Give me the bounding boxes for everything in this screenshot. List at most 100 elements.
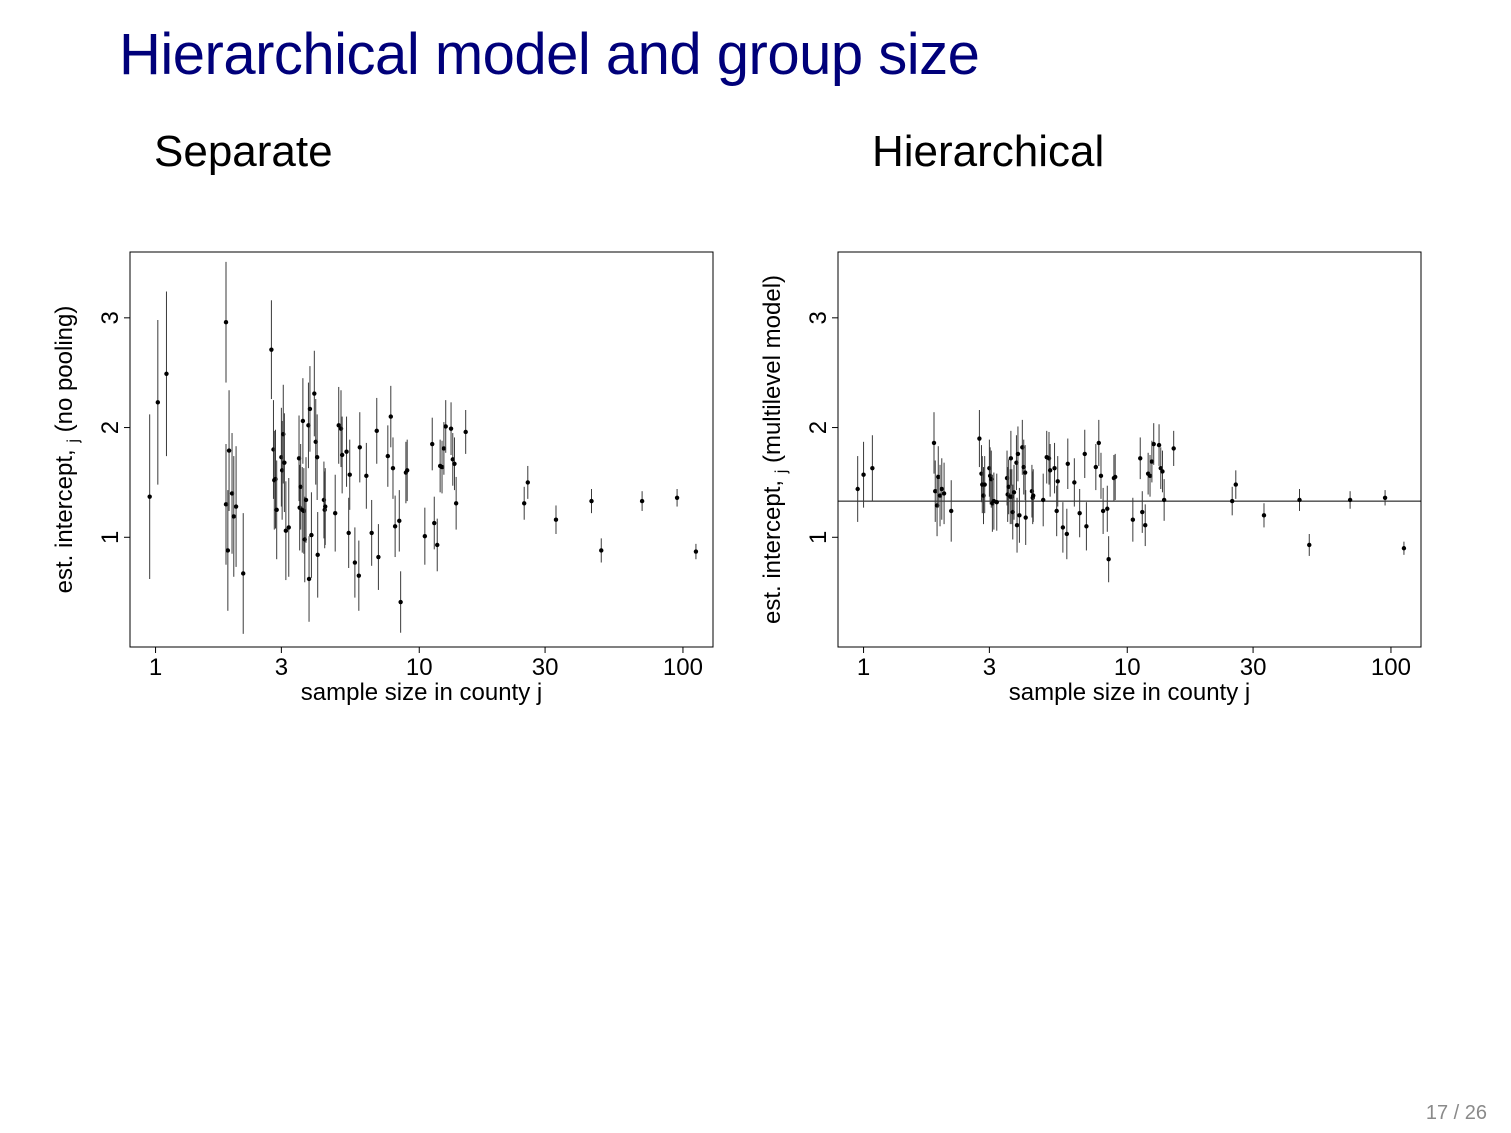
separate-point [344, 449, 349, 454]
hierarchical-point [870, 465, 875, 471]
separate-point [404, 468, 410, 473]
hierarchical-y-axis-label: est. intercept, j (multilevel model) [759, 275, 790, 624]
separate-point [450, 457, 455, 462]
separate-point [376, 554, 381, 560]
separate-point [332, 510, 338, 516]
slide-title: Hierarchical model and group size [119, 22, 980, 87]
separate-point [283, 528, 289, 533]
separate-point [269, 347, 274, 352]
separate-point [233, 504, 239, 509]
separate-point [301, 508, 307, 514]
separate-point [435, 542, 440, 548]
separate-point [347, 472, 352, 477]
hierarchical-point [1149, 459, 1155, 464]
separate-point [369, 530, 374, 536]
hierarchical-y-tick-label: 1 [805, 531, 832, 544]
separate-point [521, 501, 527, 506]
hierarchical-point [1017, 513, 1022, 518]
hierarchical-scatter-plot: 1 3 10 30 100 sample size in county j 1 2 3 est. … [759, 251, 1422, 706]
hierarchical-point [1006, 484, 1011, 490]
hierarchical-point [1054, 508, 1059, 514]
separate-y-tick-label: 2 [97, 421, 124, 434]
hierarchical-point [937, 493, 943, 498]
hierarchical-point [1014, 523, 1020, 528]
separate-point [422, 533, 428, 539]
separate-point [674, 495, 680, 500]
hierarchical-point [1015, 451, 1021, 457]
hierarchical-point [861, 472, 866, 477]
hierarchical-point [1143, 523, 1148, 528]
separate-x-tick-label: 3 [275, 654, 288, 681]
hierarchical-point [1261, 513, 1267, 518]
hierarchical-point [1008, 456, 1014, 461]
hierarchical-x-tick-label: 10 [1114, 654, 1141, 681]
separate-point [229, 491, 235, 496]
hierarchical-point [1098, 473, 1104, 479]
separate-point [397, 518, 402, 524]
separate-point [225, 548, 231, 553]
separate-x-tick-label: 100 [663, 654, 703, 681]
separate-point [463, 429, 468, 435]
hierarchical-point [1064, 531, 1070, 537]
hierarchical-x-tick-label: 3 [983, 654, 996, 681]
separate-point [231, 514, 236, 519]
hierarchical-point [1011, 490, 1017, 495]
separate-point [388, 414, 393, 419]
hierarchical-point [1106, 557, 1111, 562]
separate-point [322, 507, 327, 513]
hierarchical-point [1347, 497, 1353, 503]
hierarchical-x-tick-label: 30 [1240, 654, 1267, 681]
hierarchical-plot-frame [837, 251, 1422, 648]
hierarchical-point [936, 474, 941, 480]
separate-point [223, 320, 229, 325]
separate-x-tick-label: 30 [532, 654, 559, 681]
separate-chart-title: Separate [154, 127, 333, 176]
separate-point [296, 456, 302, 461]
separate-x-axis-label: sample size in county j [301, 679, 542, 706]
separate-y-axis-label: est. intercept, j (no pooling) [51, 306, 82, 594]
hierarchical-point [1084, 524, 1089, 529]
hierarchical-x-tick-label: 1 [857, 654, 870, 681]
hierarchical-point [1156, 442, 1162, 448]
hierarchical-point [1401, 546, 1407, 551]
separate-y-tick-label: 3 [97, 311, 124, 324]
separate-point [639, 498, 645, 504]
hierarchical-point [931, 440, 937, 446]
page-number: 17 / 26 [1425, 1102, 1487, 1124]
separate-point [589, 498, 594, 504]
hierarchical-point [1297, 497, 1302, 503]
hierarchical-chart-title: Hierarchical [872, 127, 1105, 176]
separate-point [352, 560, 358, 565]
hierarchical-point [977, 436, 982, 441]
separate-point [336, 423, 341, 428]
hierarchical-y-tick-label: 3 [805, 311, 832, 324]
separate-point [346, 530, 351, 536]
separate-point [525, 480, 530, 485]
hierarchical-point [1160, 469, 1165, 474]
separate-point [385, 453, 391, 459]
separate-point [309, 532, 314, 538]
separate-point [357, 445, 362, 450]
hierarchical-point [1138, 456, 1143, 461]
hierarchical-point [1171, 446, 1176, 451]
separate-point [298, 484, 303, 490]
separate-point [315, 552, 320, 558]
separate-x-tick-label: 1 [149, 654, 162, 681]
hierarchical-x-tick-label: 100 [1371, 654, 1411, 681]
separate-point [430, 441, 435, 447]
separate-point [443, 424, 448, 429]
hierarchical-point [994, 499, 999, 505]
hierarchical-point [1382, 495, 1388, 500]
hierarchical-point [1161, 497, 1167, 503]
hierarchical-point [1031, 493, 1036, 498]
hierarchical-point [1229, 498, 1235, 504]
hierarchical-point [1096, 440, 1101, 446]
separate-plot-frame [129, 251, 714, 648]
separate-scatter-plot: 1 3 10 30 100 sample size in county j 1 2 3 est. … [51, 251, 714, 706]
hierarchical-point [1009, 494, 1015, 499]
separate-point [356, 573, 362, 578]
separate-point [364, 473, 369, 479]
separate-x-tick-label: 10 [406, 654, 433, 681]
hierarchical-point [982, 482, 987, 487]
separate-point [286, 525, 291, 530]
